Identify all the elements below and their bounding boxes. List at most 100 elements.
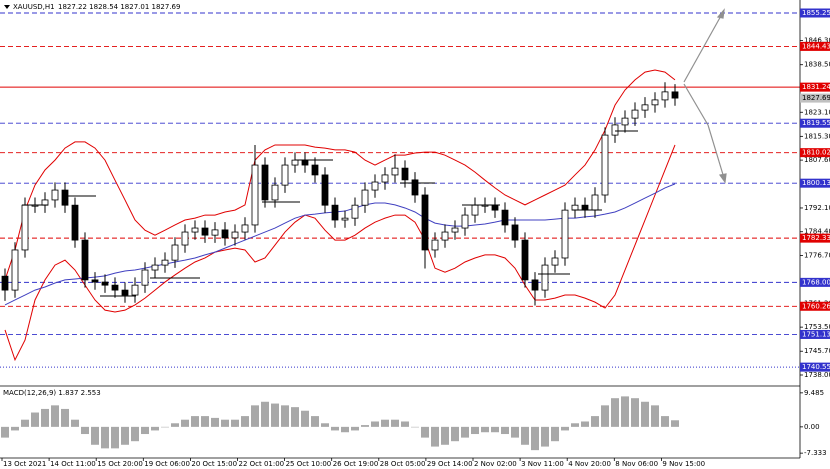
last-price-label: 1827.69 [802, 94, 830, 102]
candle-body [261, 164, 269, 201]
level-tag [800, 82, 830, 92]
plot-layer [0, 12, 800, 451]
candle-body [371, 181, 379, 191]
candle-body [201, 227, 209, 236]
candle-body [501, 209, 509, 226]
candle-body [191, 227, 199, 233]
macd-bar [311, 416, 319, 427]
macd-bar [71, 419, 79, 427]
macd-bar [261, 401, 269, 427]
macd-bar [561, 426, 569, 431]
y-tick-label: 1792.10 [804, 204, 830, 212]
candle-body [151, 264, 159, 271]
macd-bar [241, 416, 249, 427]
candle-body [641, 104, 649, 111]
macd-bar [211, 417, 219, 427]
macd-bar [551, 426, 559, 442]
candle-body [661, 91, 669, 101]
x-tick-label: 3 Nov 11:00 [521, 460, 564, 468]
macd-bar [151, 426, 159, 431]
macd-bar [291, 407, 299, 427]
macd-bar [471, 426, 479, 435]
arrow-line [683, 13, 723, 83]
level-label: 1800.13 [802, 179, 830, 187]
candle-body [51, 189, 59, 201]
last-price-tag [800, 93, 830, 103]
macd-bar [371, 421, 379, 427]
level-tag [800, 362, 830, 372]
macd-bar [91, 426, 99, 445]
macd-bar [271, 403, 279, 427]
y-tick-label: 9.485 [804, 389, 824, 397]
macd-bar [321, 423, 329, 427]
macd-bar [361, 425, 369, 427]
candle-body [611, 124, 619, 136]
upper-band [4, 69, 676, 281]
macd-bar [401, 421, 409, 427]
macd-bar [521, 426, 529, 445]
x-tick-label: 25 Oct 10:00 [286, 460, 332, 468]
menu-icon[interactable] [4, 5, 10, 9]
candle-body [231, 231, 239, 239]
macd-bar [611, 398, 619, 427]
candle-body [571, 204, 579, 211]
level-label: 1768.00 [802, 278, 830, 286]
level-label: 1855.25 [802, 9, 830, 17]
candle-body [21, 204, 29, 251]
macd-bar [381, 419, 389, 427]
level-tag [800, 301, 830, 311]
level-tag [800, 8, 830, 18]
macd-bar [441, 426, 449, 445]
macd-bar [51, 405, 59, 427]
candle-body [301, 159, 309, 166]
candle-body [271, 184, 279, 201]
macd-bar [391, 419, 399, 427]
candle-body [581, 204, 589, 211]
macd-bar [341, 426, 349, 433]
candle-body [561, 209, 569, 259]
macd-bar [81, 426, 89, 435]
candle-body [431, 239, 439, 251]
candle-body [211, 229, 219, 236]
candle-body [401, 167, 409, 181]
level-tag [800, 277, 830, 287]
macd-bar [21, 419, 29, 427]
macd-bar [591, 416, 599, 427]
x-tick-label: 26 Oct 19:00 [333, 460, 379, 468]
level-label: 1782.33 [802, 234, 830, 242]
level-label: 1751.13 [802, 330, 830, 338]
macd-bar [461, 426, 469, 438]
x-tick-label: 2 Nov 02:00 [474, 460, 517, 468]
y-tick-label: 1738.00 [804, 371, 830, 379]
candle-body [411, 179, 419, 196]
symbol-label: XAUUSD,H1 [13, 3, 55, 11]
x-tick-label: 22 Oct 01:00 [239, 460, 285, 468]
macd-bar [131, 426, 139, 442]
candle-body [471, 204, 479, 216]
x-tick-label: 13 Oct 2021 [3, 460, 46, 468]
macd-bar [651, 405, 659, 427]
candle-body [531, 279, 539, 291]
candle-body [341, 217, 349, 221]
macd-bar [11, 426, 19, 431]
level-label: 1819.55 [802, 119, 830, 127]
macd-bar [301, 410, 309, 427]
macd-bar [491, 426, 499, 433]
x-tick-label: 15 Oct 20:00 [97, 460, 143, 468]
candle-body [251, 164, 259, 226]
macd-bar [231, 419, 239, 427]
macd-bar [221, 419, 229, 427]
candle-body [311, 164, 319, 176]
macd-bar [111, 426, 119, 449]
macd-bar [421, 426, 429, 438]
y-tick-label: 1745.70 [804, 347, 830, 355]
macd-bar [661, 416, 669, 427]
macd-bar [101, 426, 109, 449]
candle-body [81, 239, 89, 281]
candle-body [121, 289, 129, 296]
candle-body [1, 275, 9, 291]
candle-body [441, 231, 449, 241]
arrow-head [718, 173, 727, 184]
x-tick-label: 9 Nov 15:00 [662, 460, 705, 468]
x-tick-label: 8 Nov 06:00 [615, 460, 658, 468]
